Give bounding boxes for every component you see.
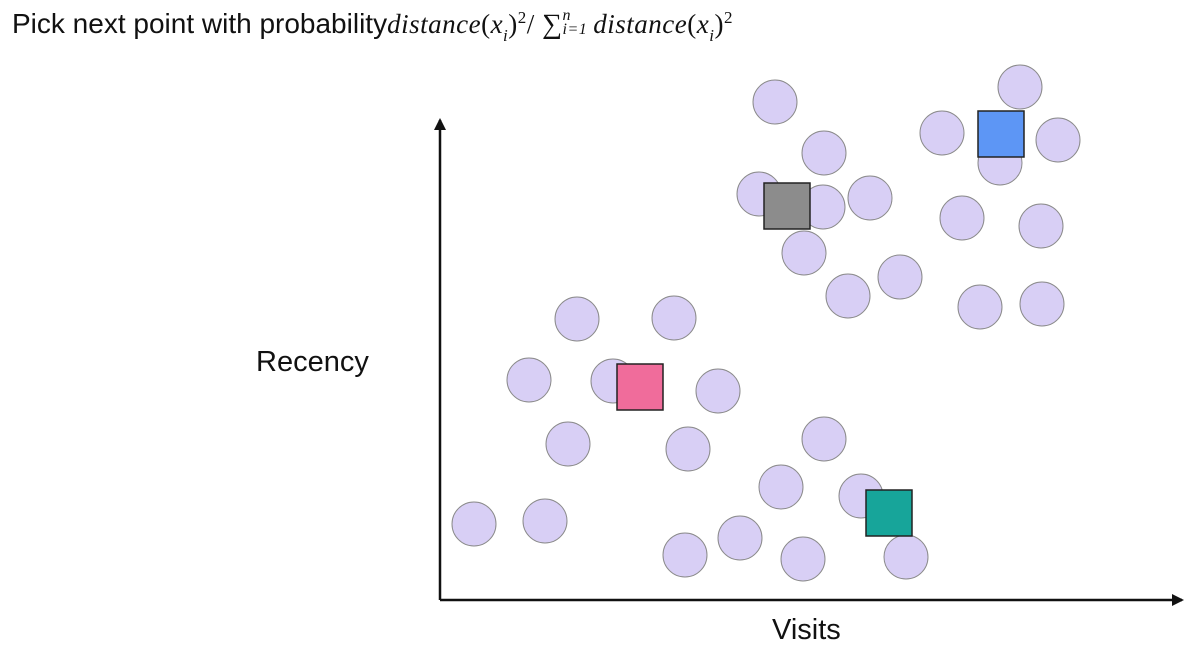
data-point	[758, 464, 804, 510]
centroid-teal	[865, 489, 913, 537]
data-point	[780, 536, 826, 582]
data-point	[651, 295, 697, 341]
data-point	[522, 498, 568, 544]
data-point	[801, 416, 847, 462]
data-point	[997, 64, 1043, 110]
data-point	[717, 515, 763, 561]
data-point	[781, 230, 827, 276]
data-point	[1035, 117, 1081, 163]
title: Pick next point with probability distanc…	[12, 6, 733, 52]
y-axis-label: Recency	[256, 346, 369, 378]
centroids	[616, 110, 1025, 537]
data-point	[957, 284, 1003, 330]
sum-limits: n i=1	[562, 6, 588, 38]
data-point	[1018, 203, 1064, 249]
data-point	[1019, 281, 1065, 327]
data-point	[883, 534, 929, 580]
sum-symbol: ∑	[542, 9, 563, 40]
data-point	[939, 195, 985, 241]
data-point	[752, 79, 798, 125]
data-point	[554, 296, 600, 342]
centroid-blue	[977, 110, 1025, 158]
data-point	[665, 426, 711, 472]
data-points	[451, 64, 1081, 582]
data-point	[847, 175, 893, 221]
centroid-gray	[763, 182, 811, 230]
data-point	[919, 110, 965, 156]
title-text: Pick next point with probability	[12, 8, 388, 39]
data-point	[545, 421, 591, 467]
x-axis-label: Visits	[772, 614, 841, 646]
data-point	[801, 130, 847, 176]
data-point	[877, 254, 923, 300]
data-point	[506, 357, 552, 403]
centroid-pink	[616, 363, 664, 411]
probability-formula: distance(xi)2/ ∑ n i=1 distance(xi)2	[387, 6, 733, 46]
data-point	[695, 368, 741, 414]
data-point	[662, 532, 708, 578]
data-point	[825, 273, 871, 319]
data-point	[451, 501, 497, 547]
